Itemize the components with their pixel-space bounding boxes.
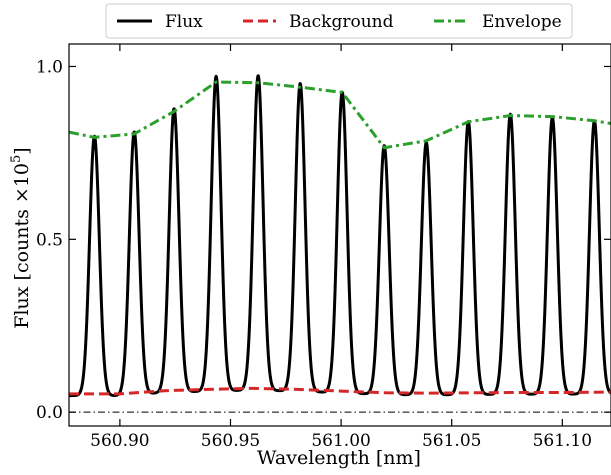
y-tick-label: 0.0: [36, 403, 63, 423]
x-tick-label: 560.95: [201, 431, 260, 451]
y-axis-label: Flux [counts ×105]: [9, 147, 33, 328]
axis-ticks: 560.90 560.95 561.00 561.05 561.10 0.0 0.5 1.0: [36, 44, 611, 451]
x-tick-label: 561.05: [422, 431, 481, 451]
y-axis-label-exponent: 5: [9, 155, 24, 163]
legend-background-label: Background: [289, 12, 394, 32]
x-axis-label: Wavelength [nm]: [257, 447, 421, 469]
x-tick-label: 561.10: [533, 431, 592, 451]
y-axis-label-suffix: ]: [11, 147, 33, 154]
y-tick-label: 0.5: [36, 230, 63, 250]
legend-frame: [105, 3, 573, 39]
legend-flux-label: Flux: [165, 12, 203, 32]
x-tick-label: 561.00: [311, 431, 370, 451]
series-envelope-line: [68, 80, 611, 150]
plot-frame: [68, 43, 611, 427]
legend-envelope-label: Envelope: [482, 12, 562, 32]
series-layer: [67, 74, 611, 413]
x-tick-label: 560.90: [90, 431, 149, 451]
series-background-line: [69, 386, 611, 396]
legend: Flux Background Envelope: [105, 3, 573, 39]
y-axis-label-prefix: Flux [counts ×10: [11, 163, 33, 329]
y-tick-label: 1.0: [36, 57, 63, 77]
